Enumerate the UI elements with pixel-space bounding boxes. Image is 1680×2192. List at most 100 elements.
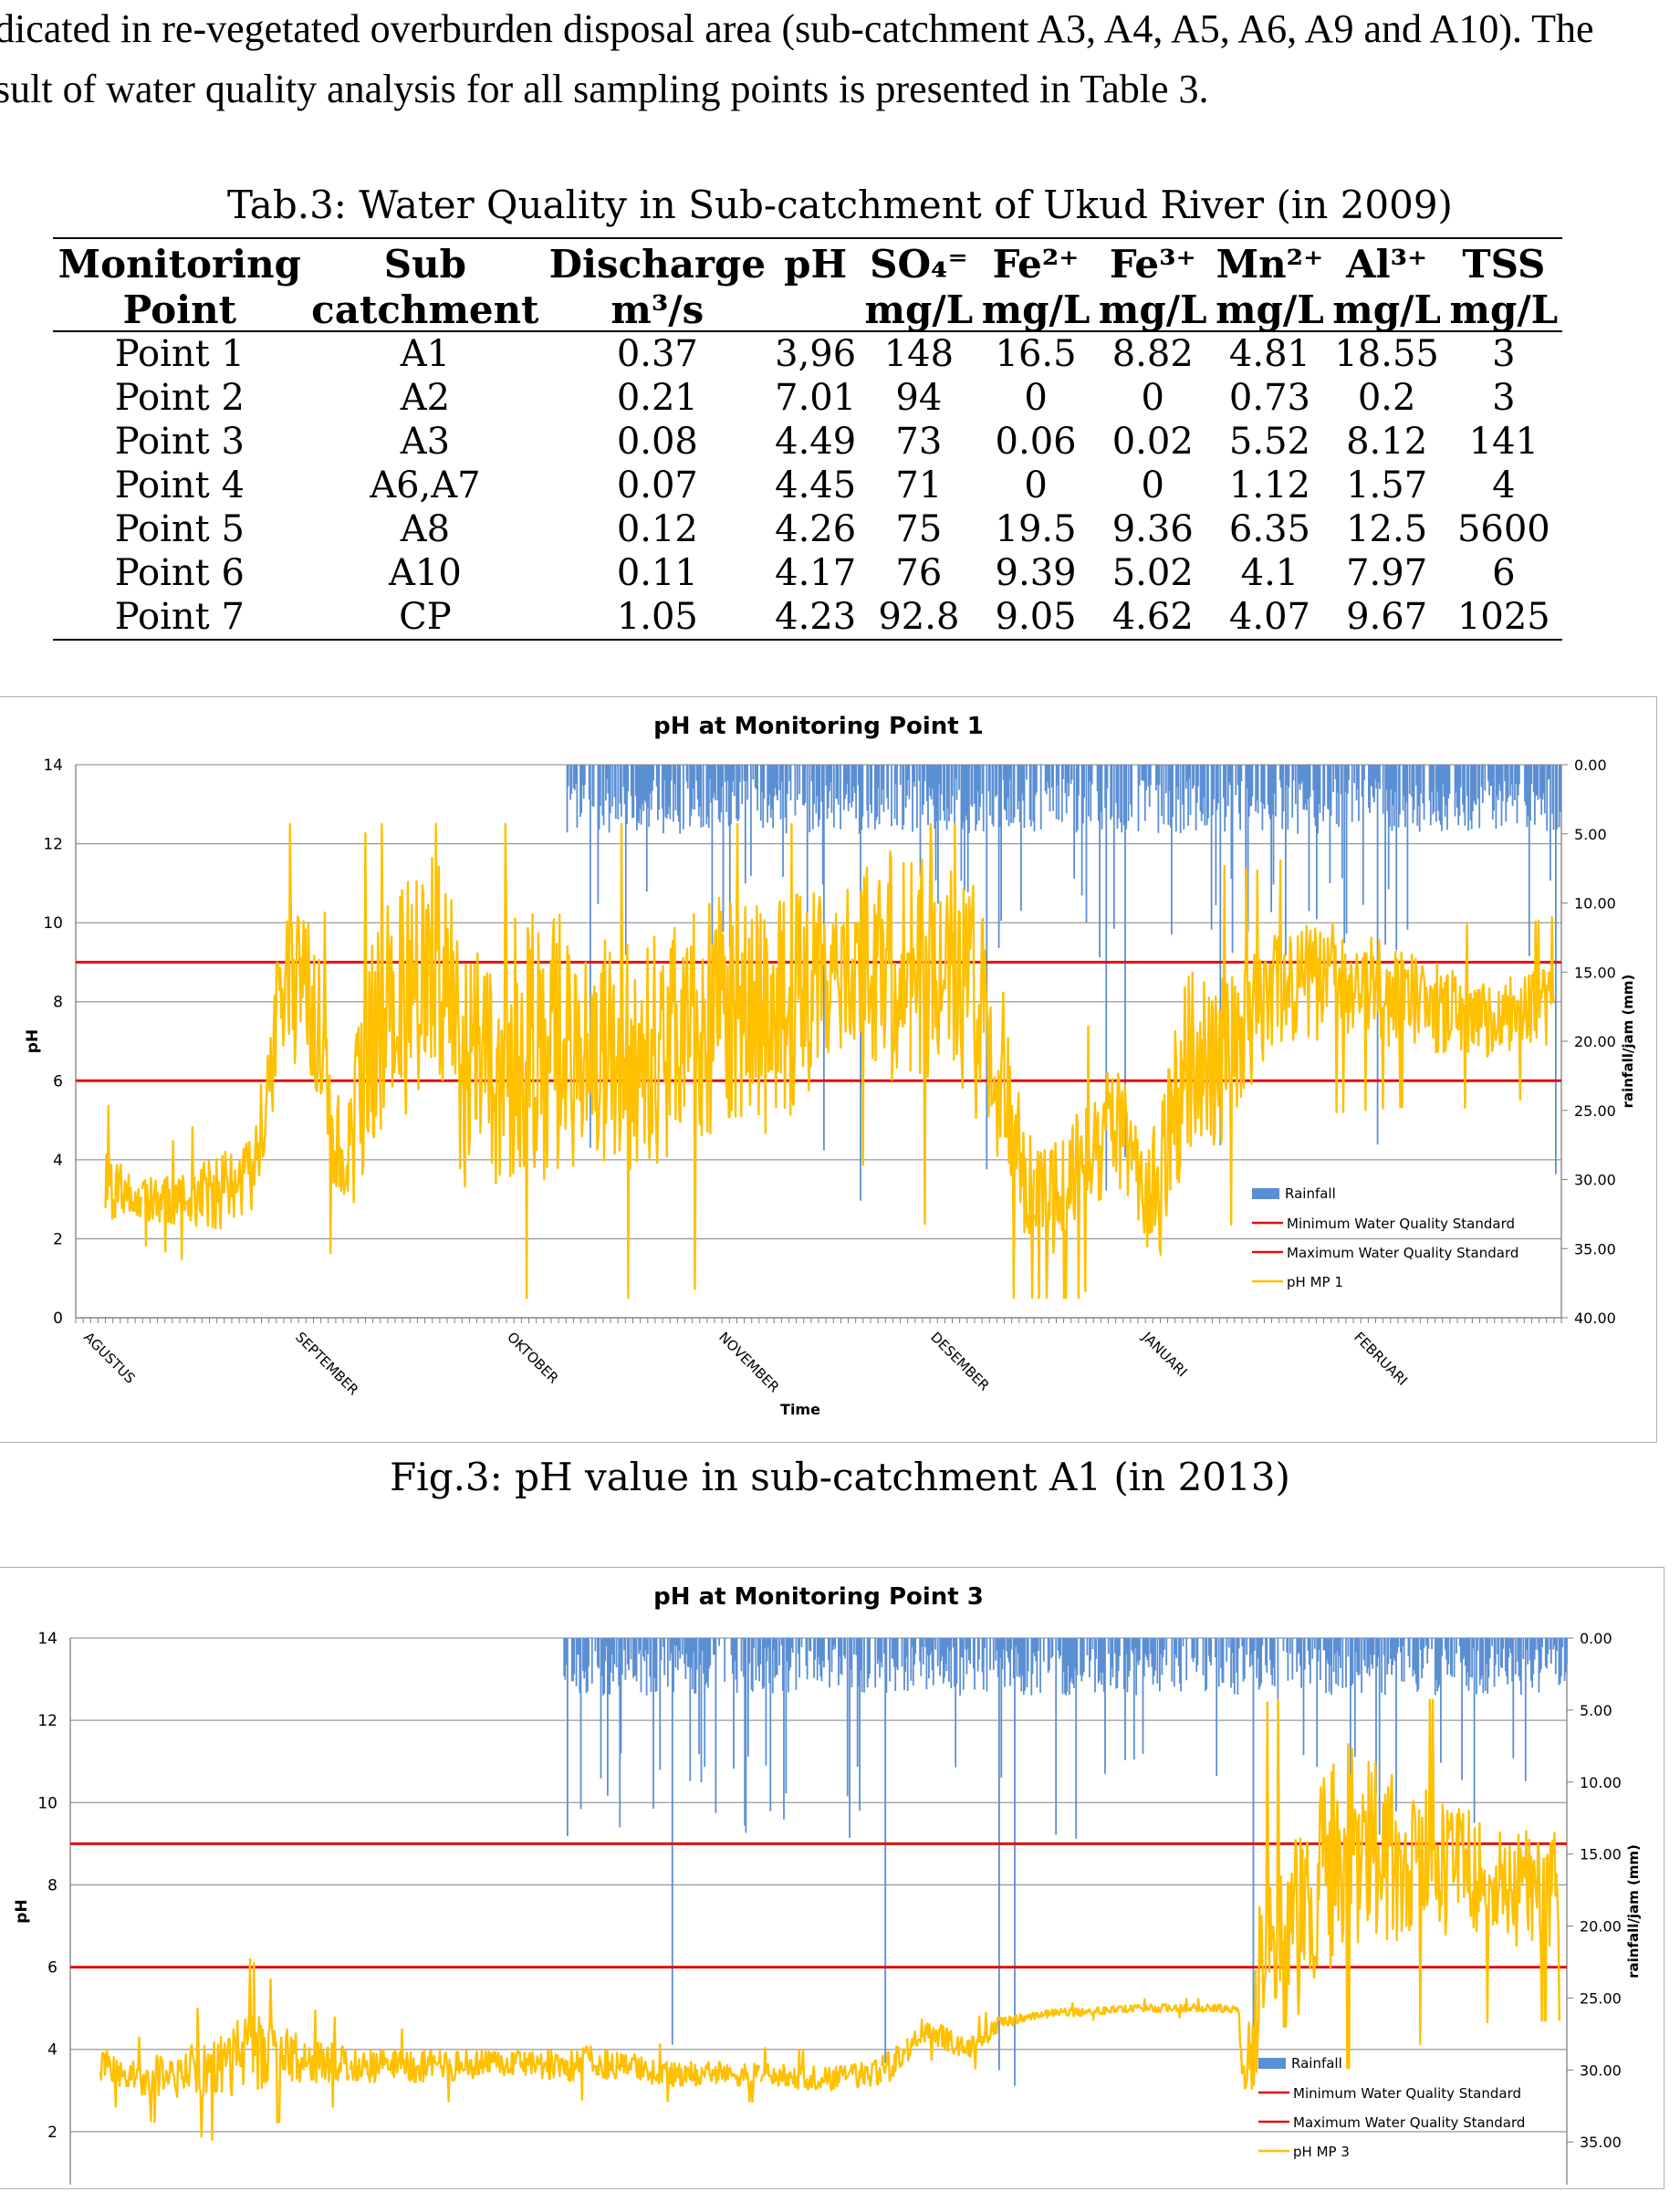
cell-mn2: 0.73: [1228, 377, 1310, 419]
cell-tss: 3: [1492, 377, 1516, 419]
legend-min-label: Minimum Water Quality Standard: [1287, 1216, 1515, 1232]
legend-ph-label: pH MP 3: [1293, 2144, 1350, 2160]
x-month-label: JANUARI: [1138, 1328, 1190, 1380]
y2-tick-label: 25.00: [1574, 1102, 1616, 1120]
header-mn2-unit: mg/L: [1211, 285, 1329, 332]
cell-sub: A10: [388, 552, 462, 594]
y-tick-label: 2: [53, 1230, 63, 1248]
y2-axis-title: rainfall/jam (mm): [1620, 975, 1636, 1109]
table-caption: Tab.3: Water Quality in Sub-catchment of…: [227, 183, 1453, 227]
cell-sub: A8: [400, 508, 451, 550]
table-header-row-top: Monitoring Sub Discharge pH SO₄⁼ Fe²⁺ Fe…: [53, 237, 1562, 285]
y2-tick-label: 5.00: [1574, 826, 1607, 843]
cell-mn2: 6.35: [1228, 508, 1310, 550]
cell-so4: 148: [883, 333, 955, 375]
cell-tss: 1025: [1445, 595, 1562, 641]
cell-ph: 4.23: [770, 595, 861, 641]
y-tick-label: 8: [47, 1876, 57, 1895]
cell-sub: A6,A7: [370, 464, 481, 506]
y2-tick-label: 15.00: [1580, 1846, 1622, 1863]
rainfall-series: [566, 765, 1561, 1201]
cell-fe3: 0: [1141, 464, 1164, 506]
cell-al3: 12.5: [1346, 508, 1428, 550]
y-tick-label: 2: [47, 2124, 57, 2142]
y2-tick-label: 5.00: [1580, 1702, 1612, 1719]
table-row: Point 5 A8 0.12 4.26 75 19.5 9.36 6.35 12.5 5600: [53, 507, 1562, 551]
y2-tick-label: 30.00: [1574, 1172, 1616, 1189]
cell-point: Point 2: [114, 377, 245, 419]
cell-al3: 18.55: [1334, 333, 1439, 375]
cell-sub: CP: [306, 595, 545, 641]
cell-ph: 3,96: [775, 333, 857, 375]
ph-series: [104, 822, 1556, 1300]
cell-discharge: 0.21: [616, 377, 698, 419]
x-month-label: OKTOBER: [504, 1329, 561, 1386]
table-row: Point 2 A2 0.21 7.01 94 0 0 0.73 0.2 3: [53, 376, 1562, 420]
y2-tick-label: 30.00: [1580, 2062, 1622, 2079]
y2-tick-label: 20.00: [1574, 1033, 1616, 1050]
cell-point: Point 5: [114, 508, 245, 550]
cell-tss: 6: [1492, 552, 1516, 594]
intro-line-1: dicated in re-vegetated overburden dispo…: [0, 6, 1594, 51]
legend-rainfall-swatch: [1252, 1188, 1279, 1199]
header-catchment: catchment: [306, 285, 545, 332]
y2-tick-label: 15.00: [1574, 964, 1616, 981]
cell-so4: 75: [895, 508, 943, 550]
legend-rainfall-swatch: [1258, 2058, 1286, 2069]
cell-point: Point 3: [114, 421, 245, 463]
y-tick-label: 10: [37, 1794, 57, 1812]
cell-discharge: 0.11: [616, 552, 698, 594]
legend-ph-label: pH MP 1: [1287, 1274, 1343, 1290]
y2-tick-label: 25.00: [1580, 1989, 1622, 2007]
cell-ph: 4.26: [775, 508, 857, 550]
chart-ph-mp1-frame: pH at Monitoring Point 1 0 2 4 6 8 10 12 14 0.00 5…: [0, 696, 1657, 1443]
cell-tss: 5600: [1456, 508, 1550, 550]
header-ph-unit: [770, 285, 861, 332]
cell-so4: 73: [895, 421, 943, 463]
cell-mn2: 4.81: [1228, 333, 1310, 375]
table-row: Point 3 A3 0.08 4.49 73 0.06 0.02 5.52 8.12 141: [53, 420, 1562, 464]
x-month-label: SEPTEMBER: [292, 1329, 361, 1398]
table-row: Point 6 A10 0.11 4.17 76 9.39 5.02 4.1 7.97 6: [53, 551, 1562, 595]
cell-discharge: 1.05: [544, 595, 771, 641]
legend-rainfall-label: Rainfall: [1291, 2055, 1342, 2072]
y-tick-label: 12: [43, 836, 63, 854]
cell-tss: 141: [1468, 421, 1539, 463]
header-discharge: Discharge: [544, 237, 771, 285]
y2-tick-label: 10.00: [1574, 895, 1616, 913]
y2-tick-label: 35.00: [1574, 1240, 1616, 1258]
cell-so4: 94: [895, 377, 943, 419]
y-tick-label: 10: [43, 914, 63, 933]
cell-al3: 9.67: [1328, 595, 1445, 641]
y2-tick-label: 40.00: [1574, 1310, 1616, 1327]
x-month-label: NOVEMBER: [715, 1329, 782, 1395]
cell-fe2: 0.06: [995, 421, 1077, 463]
cell-fe3: 0.02: [1111, 421, 1194, 463]
cell-al3: 7.97: [1346, 552, 1428, 594]
header-tss-unit: mg/L: [1445, 285, 1562, 332]
cell-mn2: 4.07: [1211, 595, 1329, 641]
y2-tick-label: 20.00: [1580, 1918, 1622, 1936]
header-fe2: Fe²⁺: [976, 237, 1095, 285]
y-tick-label: 4: [47, 2041, 57, 2060]
header-ph: pH: [770, 237, 861, 285]
y-axis-title: pH: [24, 1029, 42, 1053]
chart-title: pH at Monitoring Point 3: [653, 1583, 984, 1611]
cell-sub: A3: [400, 421, 451, 463]
cell-discharge: 0.08: [616, 421, 698, 463]
cell-so4: 71: [895, 464, 943, 506]
header-fe3-unit: mg/L: [1094, 285, 1212, 332]
header-fe2-unit: mg/L: [976, 285, 1095, 332]
legend-max-label: Maximum Water Quality Standard: [1293, 2114, 1525, 2131]
cell-ph: 7.01: [775, 377, 857, 419]
y-tick-label: 6: [53, 1072, 63, 1091]
header-so4: SO₄⁼: [860, 237, 977, 285]
cell-point: Point 1: [114, 333, 245, 375]
cell-fe3: 0: [1141, 377, 1164, 419]
table-row: Point 7 CP 1.05 4.23 92.8 9.05 4.62 4.07 9.67 102…: [53, 595, 1562, 641]
cell-fe2: 0: [1024, 464, 1048, 506]
header-so4-unit: mg/L: [860, 285, 977, 332]
y-tick-label: 6: [47, 1959, 57, 1978]
y2-tick-label: 0.00: [1574, 757, 1607, 774]
cell-fe3: 9.36: [1111, 508, 1194, 550]
